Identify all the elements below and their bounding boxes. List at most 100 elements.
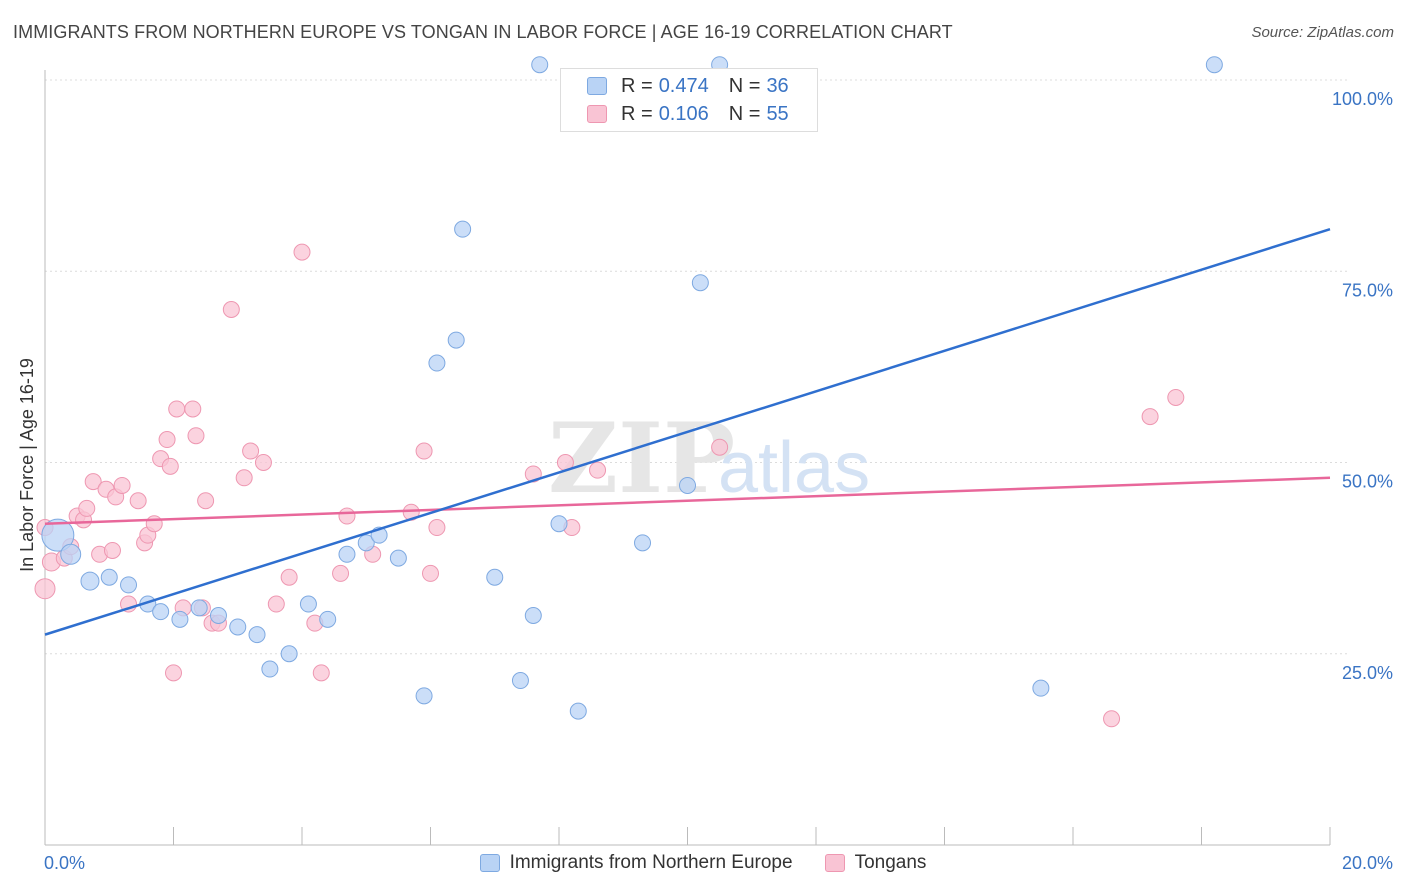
northern-europe-point (248, 626, 266, 644)
northern-europe-point (299, 595, 317, 613)
tongans-point (187, 427, 205, 445)
northern-europe-point (209, 607, 227, 624)
watermark-zip: ZIP (548, 402, 735, 515)
x-tick-label-max: 20.0% (1342, 853, 1393, 873)
trend-lines (44, 227, 1331, 636)
northern-europe-point (152, 603, 170, 621)
tongans-point (113, 476, 131, 494)
northern-europe-point (531, 56, 549, 74)
legend-label-northern-europe: Immigrants from Northern Europe (509, 852, 793, 873)
tick-labels: 25.0% 50.0% 75.0% 100.0% 0.0% 20.0% (44, 89, 1393, 873)
northern-europe-point (679, 476, 696, 494)
legend-swatch-blue (587, 77, 607, 95)
tongans-point (145, 515, 163, 533)
northern-europe-point (691, 274, 709, 292)
legend-row-tongans: R = 0.106 N = 55 (587, 101, 789, 127)
tongans-point (84, 473, 102, 491)
northern-europe-point (511, 672, 529, 690)
northern-europe-point (338, 545, 356, 563)
tongans-point (129, 492, 147, 510)
tongans-point (422, 564, 439, 582)
tongans-point (338, 507, 356, 525)
northern-europe-points (41, 56, 1223, 720)
northern-europe-point (569, 702, 587, 720)
legend-r-label: R = (621, 74, 653, 97)
y-tick-label: 50.0% (1342, 472, 1393, 492)
tongans-point (1103, 710, 1121, 728)
y-tick-label: 25.0% (1342, 663, 1393, 683)
legend: R = 0.474 N = 36 R = 0.106 N = 55 (560, 68, 818, 132)
x-tick-label-min: 0.0% (44, 853, 85, 873)
legend-n-value-2: 55 (766, 102, 789, 125)
tongans-point (242, 442, 260, 460)
tongans-point (524, 465, 542, 483)
legend-r-label: R = (621, 102, 653, 125)
watermark: ZIP atlas (548, 402, 870, 515)
legend-item-northern-europe[interactable]: Immigrants from Northern Europe (479, 852, 793, 874)
northern-europe-point (1032, 679, 1050, 697)
northern-europe-trend-line (44, 227, 1331, 636)
northern-europe-point (486, 568, 504, 586)
gridlines (45, 79, 1348, 655)
tongans-point (78, 499, 96, 517)
northern-europe-point (41, 518, 75, 552)
series-legend: Immigrants from Northern Europe Tongans (0, 852, 1406, 874)
northern-europe-point (389, 549, 407, 567)
tongans-point (235, 469, 253, 487)
tongans-point (254, 454, 272, 471)
northern-europe-point (428, 354, 446, 372)
legend-r-value-1: 0.474 (658, 74, 709, 97)
northern-europe-point (120, 576, 138, 594)
northern-europe-point (100, 568, 118, 586)
tongans-point (168, 400, 186, 418)
northern-europe-point (80, 571, 100, 591)
northern-europe-point (550, 515, 568, 533)
northern-europe-point (415, 687, 433, 705)
tongans-point (184, 400, 202, 418)
tongans-point (197, 492, 215, 510)
tongans-point (280, 568, 298, 586)
tongans-point (161, 457, 179, 475)
y-axis-label: In Labor Force | Age 16-19 (17, 358, 37, 572)
y-tick-label: 75.0% (1342, 280, 1393, 300)
source-credit: Source: ZipAtlas.com (1251, 24, 1394, 41)
legend-swatch-pink (587, 105, 607, 123)
tongans-point (34, 578, 56, 600)
tongans-point (267, 595, 285, 613)
y-tick-label: 100.0% (1332, 89, 1393, 109)
northern-europe-point (280, 645, 298, 663)
axes (44, 70, 1331, 846)
northern-europe-point (229, 618, 247, 636)
northern-europe-point (454, 220, 472, 238)
northern-europe-point (447, 331, 465, 349)
tongans-point (1167, 388, 1185, 406)
tongans-point (711, 438, 729, 456)
legend-row-northern-europe: R = 0.474 N = 36 (587, 73, 789, 99)
northern-europe-point (1205, 56, 1223, 74)
northern-europe-point (190, 599, 208, 617)
tongans-point (293, 243, 311, 261)
legend-swatch-pink (824, 854, 845, 872)
northern-europe-point (524, 607, 542, 624)
tongans-point (332, 564, 350, 582)
legend-n-label: N = (728, 74, 761, 97)
legend-n-label: N = (728, 102, 761, 125)
northern-europe-point (60, 543, 82, 565)
tongans-point (222, 301, 240, 318)
tongans-trend-line (44, 476, 1331, 525)
tongans-point (428, 519, 446, 537)
tongans-point (312, 664, 330, 682)
tongans-point (415, 442, 433, 460)
legend-item-tongans[interactable]: Tongans (824, 852, 927, 874)
tongans-point (1141, 408, 1159, 426)
tongans-point (158, 431, 176, 449)
tongans-point (165, 664, 182, 682)
northern-europe-point (319, 610, 337, 628)
northern-europe-point (634, 534, 652, 552)
northern-europe-point (171, 610, 189, 628)
chart-title: IMMIGRANTS FROM NORTHERN EUROPE VS TONGA… (13, 22, 953, 42)
tongans-point (589, 461, 607, 479)
legend-n-value-1: 36 (766, 74, 789, 97)
legend-label-tongans: Tongans (854, 852, 927, 873)
